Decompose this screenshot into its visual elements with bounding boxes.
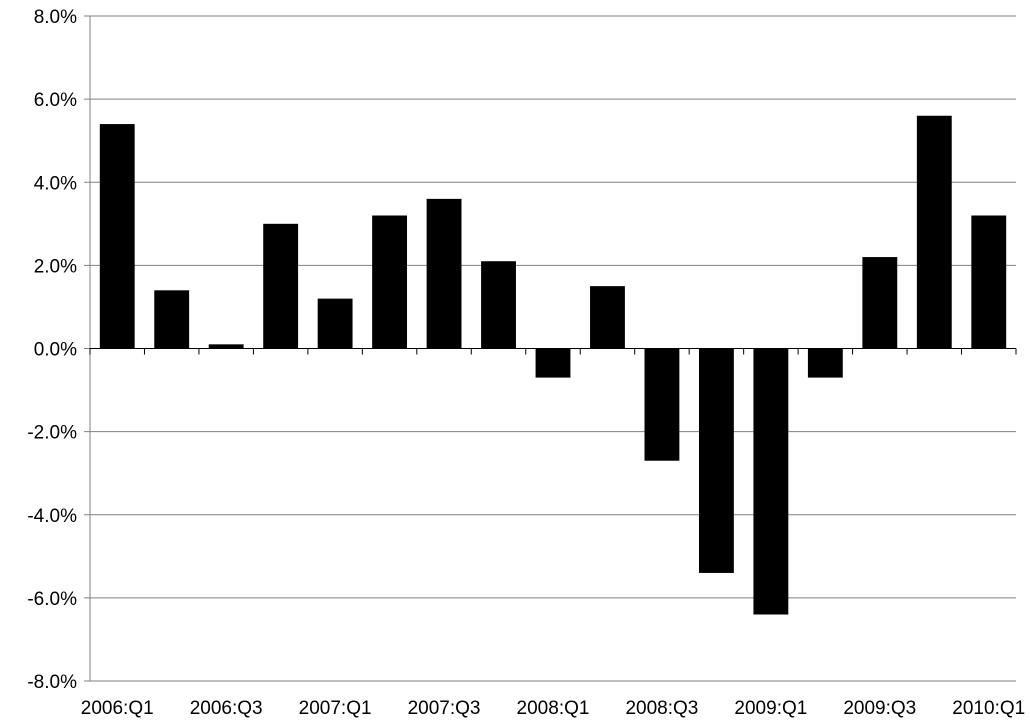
- y-tick-label: 4.0%: [34, 173, 77, 194]
- x-tick-label: 2009:Q3: [843, 698, 916, 719]
- bar: [971, 215, 1007, 349]
- tick-labels: 8.0% 6.0% 4.0% 2.0% 0.0% -2.0% -4.0% -6.0% -8.0%…: [27, 7, 1025, 719]
- bar: [317, 298, 353, 349]
- x-tick-label: 2006:Q1: [81, 698, 154, 719]
- bar: [862, 257, 898, 349]
- bar: [535, 348, 571, 378]
- bar: [263, 223, 299, 349]
- bar: [916, 115, 952, 349]
- bar: [99, 124, 135, 349]
- x-tick-label: 2008:Q3: [625, 698, 698, 719]
- bar: [426, 198, 462, 349]
- bar: [753, 348, 789, 615]
- bar: [481, 261, 516, 349]
- gridlines: [90, 15, 1016, 682]
- y-tick-label: -8.0%: [27, 672, 77, 693]
- x-tick-label: 2008:Q1: [517, 698, 590, 719]
- y-tick-label: -2.0%: [27, 423, 77, 444]
- x-tick-label: 2007:Q1: [299, 698, 372, 719]
- bars: [99, 115, 1007, 615]
- bar: [208, 344, 244, 349]
- y-tick-label: 8.0%: [34, 7, 77, 28]
- bar: [372, 215, 408, 349]
- y-tick-label: -4.0%: [27, 506, 77, 527]
- y-tick-label: 0.0%: [34, 340, 77, 361]
- x-tick-label: 2007:Q3: [408, 698, 481, 719]
- x-tick-label: 2010:Q1: [952, 698, 1025, 719]
- y-tick-label: 2.0%: [34, 256, 77, 277]
- y-tick-label: 6.0%: [34, 90, 77, 111]
- axes: [84, 15, 1017, 682]
- x-tick-label: 2006:Q3: [190, 698, 263, 719]
- bar: [154, 290, 190, 349]
- bar: [807, 348, 843, 378]
- bar: [590, 286, 625, 349]
- bar: [644, 348, 680, 461]
- y-tick-label: -6.0%: [27, 589, 77, 610]
- bar: [698, 348, 734, 573]
- x-tick-label: 2009:Q1: [734, 698, 807, 719]
